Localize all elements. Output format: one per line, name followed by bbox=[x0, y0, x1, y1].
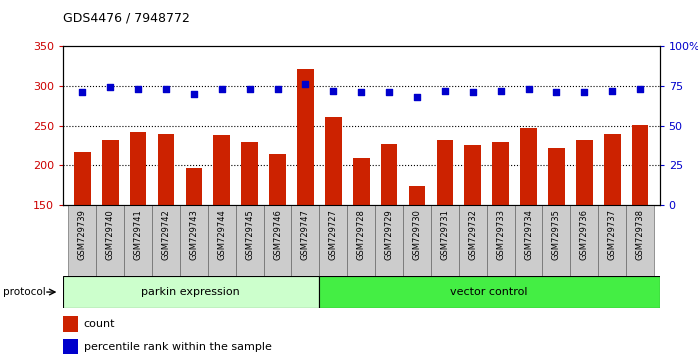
Bar bbox=[264, 205, 292, 276]
Text: GSM729730: GSM729730 bbox=[413, 209, 422, 260]
Text: GSM729746: GSM729746 bbox=[273, 209, 282, 260]
Text: GSM729745: GSM729745 bbox=[245, 209, 254, 259]
Bar bbox=[487, 205, 514, 276]
Bar bbox=[63, 276, 318, 308]
Bar bbox=[459, 205, 487, 276]
Bar bbox=[514, 205, 542, 276]
Text: GSM729736: GSM729736 bbox=[580, 209, 589, 260]
Text: GSM729737: GSM729737 bbox=[608, 209, 617, 260]
Bar bbox=[604, 135, 621, 325]
Bar bbox=[158, 133, 174, 325]
Text: GSM729744: GSM729744 bbox=[217, 209, 226, 259]
Text: GSM729742: GSM729742 bbox=[161, 209, 170, 259]
Bar bbox=[297, 69, 314, 325]
Bar bbox=[68, 205, 96, 276]
Text: GSM729733: GSM729733 bbox=[496, 209, 505, 260]
Point bbox=[272, 86, 283, 92]
Bar bbox=[269, 154, 286, 325]
Bar bbox=[96, 205, 124, 276]
Bar bbox=[380, 144, 397, 325]
Bar bbox=[102, 140, 119, 325]
Bar bbox=[431, 205, 459, 276]
Bar bbox=[598, 205, 626, 276]
Text: protocol: protocol bbox=[3, 287, 46, 297]
Bar bbox=[353, 158, 369, 325]
Bar bbox=[626, 205, 654, 276]
Text: GSM729732: GSM729732 bbox=[468, 209, 477, 260]
Text: GSM729741: GSM729741 bbox=[133, 209, 142, 259]
Point bbox=[551, 89, 562, 95]
Bar bbox=[318, 276, 660, 308]
Bar bbox=[348, 205, 375, 276]
Bar bbox=[292, 205, 320, 276]
Bar bbox=[63, 316, 77, 332]
Bar bbox=[242, 142, 258, 325]
Text: count: count bbox=[84, 319, 115, 330]
Bar bbox=[375, 205, 403, 276]
Bar bbox=[186, 168, 202, 325]
Point bbox=[216, 86, 228, 92]
Bar bbox=[124, 205, 152, 276]
Bar bbox=[130, 132, 147, 325]
Bar bbox=[63, 339, 77, 354]
Text: GSM729728: GSM729728 bbox=[357, 209, 366, 260]
Point bbox=[244, 86, 255, 92]
Point bbox=[328, 88, 339, 93]
Bar bbox=[520, 128, 537, 325]
Text: GSM729729: GSM729729 bbox=[385, 209, 394, 259]
Bar bbox=[408, 186, 425, 325]
Bar bbox=[236, 205, 264, 276]
Point bbox=[300, 81, 311, 87]
Text: GSM729735: GSM729735 bbox=[552, 209, 561, 260]
Bar bbox=[436, 140, 453, 325]
Point bbox=[105, 85, 116, 90]
Text: parkin expression: parkin expression bbox=[141, 287, 240, 297]
Bar bbox=[214, 135, 230, 325]
Bar bbox=[492, 142, 509, 325]
Bar bbox=[325, 117, 342, 325]
Bar bbox=[576, 140, 593, 325]
Text: GSM729731: GSM729731 bbox=[440, 209, 450, 260]
Bar bbox=[632, 125, 648, 325]
Bar bbox=[403, 205, 431, 276]
Point bbox=[495, 88, 506, 93]
Point bbox=[77, 89, 88, 95]
Point bbox=[634, 86, 646, 92]
Text: GSM729739: GSM729739 bbox=[78, 209, 87, 260]
Text: GDS4476 / 7948772: GDS4476 / 7948772 bbox=[63, 12, 190, 25]
Bar bbox=[464, 145, 481, 325]
Bar bbox=[542, 205, 570, 276]
Point bbox=[523, 86, 534, 92]
Bar bbox=[570, 205, 598, 276]
Point bbox=[161, 86, 172, 92]
Bar bbox=[180, 205, 208, 276]
Point bbox=[133, 86, 144, 92]
Point bbox=[355, 89, 366, 95]
Point bbox=[383, 89, 394, 95]
Bar bbox=[152, 205, 180, 276]
Text: GSM729734: GSM729734 bbox=[524, 209, 533, 260]
Point bbox=[579, 89, 590, 95]
Bar bbox=[320, 205, 348, 276]
Text: GSM729743: GSM729743 bbox=[189, 209, 198, 260]
Point bbox=[607, 88, 618, 93]
Text: GSM729738: GSM729738 bbox=[636, 209, 644, 260]
Text: GSM729747: GSM729747 bbox=[301, 209, 310, 260]
Text: vector control: vector control bbox=[450, 287, 528, 297]
Text: GSM729740: GSM729740 bbox=[105, 209, 114, 259]
Bar bbox=[208, 205, 236, 276]
Bar bbox=[548, 148, 565, 325]
Text: percentile rank within the sample: percentile rank within the sample bbox=[84, 342, 272, 353]
Point bbox=[188, 91, 200, 97]
Point bbox=[439, 88, 450, 93]
Point bbox=[411, 94, 422, 100]
Text: GSM729727: GSM729727 bbox=[329, 209, 338, 260]
Point bbox=[467, 89, 478, 95]
Bar bbox=[74, 152, 91, 325]
